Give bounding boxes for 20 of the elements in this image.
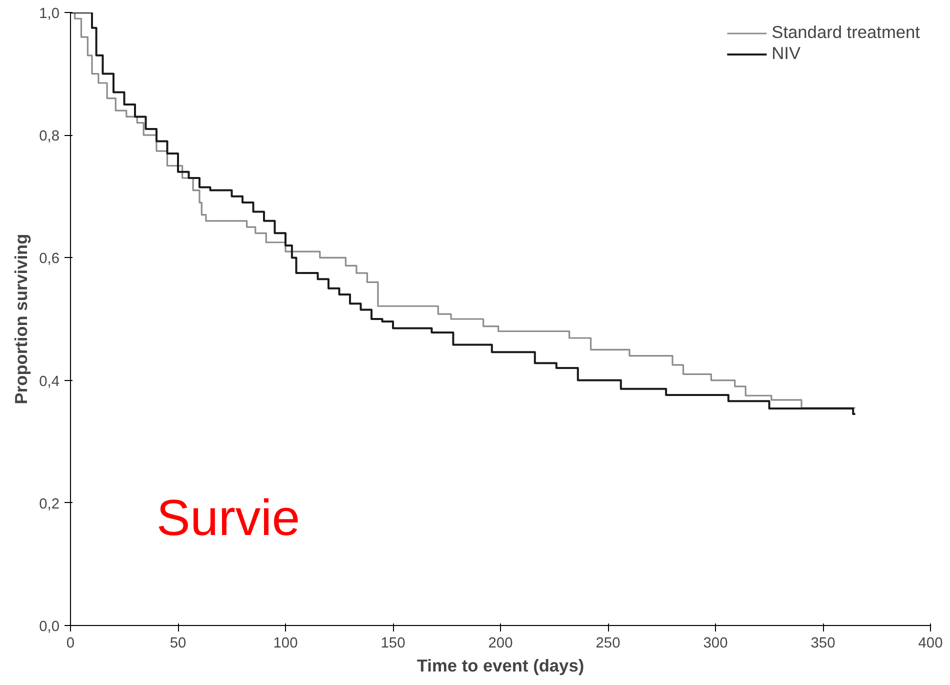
x-axis-title: Time to event (days) [416,656,584,676]
y-tick-label: 1,0 [39,6,60,22]
x-tick-label: 250 [596,636,620,652]
y-tick-label: 0,8 [39,128,60,145]
x-tick-label: 350 [810,636,836,652]
y-axis-title: Proportion surviving [11,234,32,404]
y-tick-label: 0,4 [39,374,60,390]
x-tick-label: 50 [170,636,186,652]
x-tick-label: 200 [488,636,513,652]
x-tick-label: 400 [918,636,943,652]
y-tick-label: 0,6 [39,251,60,268]
y-tick-label: 0,2 [39,496,60,512]
legend-label: Standard treatment [772,22,920,43]
y-tick-label: 0,0 [39,619,60,635]
x-tick-label: 150 [380,636,406,652]
x-tick-label: 100 [273,636,298,652]
x-tick-label: 300 [703,636,728,652]
legend-label: NIV [772,43,801,64]
x-tick-label: 0 [66,636,75,652]
annotation: Survie [156,488,300,546]
